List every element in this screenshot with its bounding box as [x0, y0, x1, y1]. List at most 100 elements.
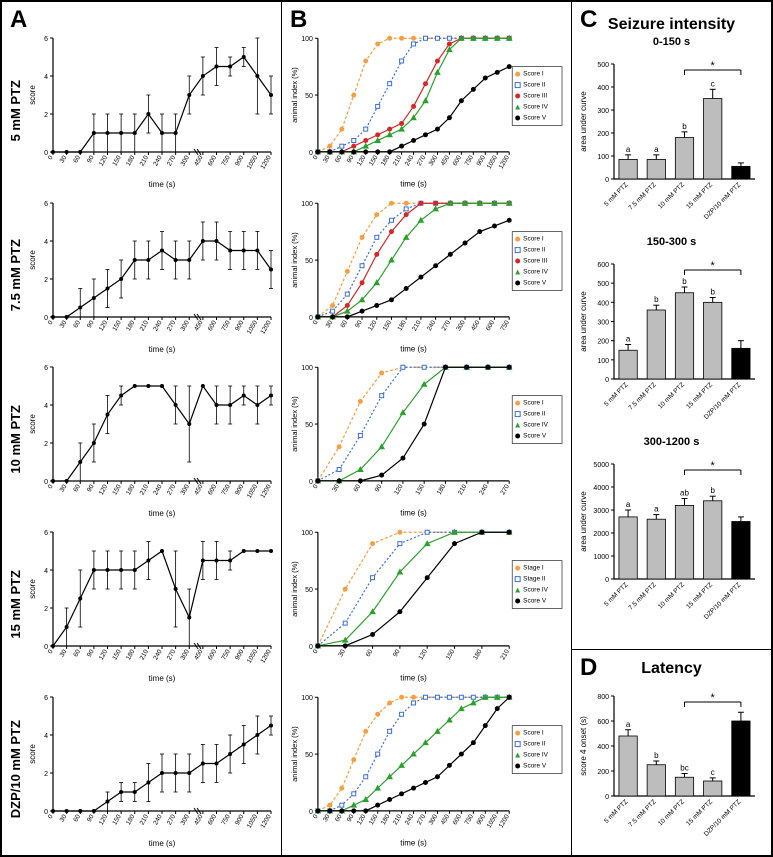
row-label: 15 mM PTZ: [8, 570, 23, 639]
svg-text:270: 270: [166, 813, 178, 826]
animal-index-chart: 050100animal index (%)030609012015018021…: [288, 195, 565, 355]
panel-c-label: C: [580, 6, 597, 34]
svg-text:100: 100: [597, 154, 609, 161]
svg-text:900: 900: [234, 813, 246, 826]
row-label: 5 mM PTZ: [8, 80, 23, 141]
svg-text:600: 600: [207, 813, 219, 826]
svg-text:0: 0: [47, 813, 55, 820]
svg-text:450: 450: [193, 319, 205, 332]
svg-text:900: 900: [234, 319, 246, 332]
svg-text:30: 30: [59, 484, 69, 494]
svg-text:*: *: [711, 260, 716, 272]
seizure-bar-chart: 300-1200 s010002000300040005000area unde…: [576, 436, 767, 628]
panel-d-label: D: [580, 654, 597, 682]
panel-b-row: 050100animal index (%)030609012015018021…: [288, 522, 565, 687]
svg-text:100: 100: [301, 366, 313, 373]
svg-text:15 mM PTZ: 15 mM PTZ: [685, 181, 714, 210]
svg-text:120: 120: [98, 813, 110, 826]
svg-text:1200: 1200: [498, 154, 511, 170]
svg-text:7.5 mM PTZ: 7.5 mM PTZ: [627, 181, 657, 211]
svg-text:0: 0: [47, 484, 55, 491]
svg-text:240: 240: [426, 319, 438, 332]
bar-chart: 0100200300400500600area under curvea5 mM…: [576, 248, 761, 423]
svg-text:180: 180: [125, 648, 137, 661]
svg-text:0: 0: [312, 813, 320, 820]
panel-a-row: 5 mM PTZ0246score03060901201501802102402…: [8, 28, 275, 193]
svg-text:100: 100: [301, 530, 313, 537]
panel-d: D Latency 0200400600800score 4 onset (s)…: [572, 650, 771, 855]
svg-text:Score V: Score V: [523, 598, 547, 605]
svg-text:time (s): time (s): [400, 180, 427, 189]
svg-text:60: 60: [365, 648, 375, 658]
score-line-chart: 0246score0306090120150180210240270300450…: [25, 30, 275, 190]
svg-text:200: 200: [597, 769, 609, 776]
svg-text:1050: 1050: [246, 154, 259, 170]
svg-text:30: 30: [59, 154, 69, 164]
svg-text:1050: 1050: [246, 319, 259, 335]
bar-chart-title: 150-300 s: [576, 236, 767, 248]
panel-a-row: 7.5 mM PTZ0246score030609012015018021024…: [8, 193, 275, 358]
svg-text:100: 100: [301, 695, 313, 702]
svg-text:5 mM PTZ: 5 mM PTZ: [603, 581, 629, 607]
score-line-chart: 0246score0306090120150180210240270300450…: [25, 524, 275, 684]
row-label: 10 mM PTZ: [8, 405, 23, 474]
svg-text:90: 90: [354, 319, 364, 329]
svg-text:2: 2: [44, 277, 48, 284]
svg-text:500: 500: [597, 62, 609, 69]
svg-text:90: 90: [374, 483, 384, 493]
svg-text:180: 180: [436, 483, 448, 496]
svg-text:time (s): time (s): [149, 674, 176, 683]
svg-text:time (s): time (s): [149, 839, 176, 848]
svg-text:c: c: [711, 768, 715, 777]
svg-text:600: 600: [597, 719, 609, 726]
svg-text:210: 210: [392, 154, 404, 167]
animal-index-chart: 050100animal index (%)030609012015018021…: [288, 689, 565, 849]
svg-text:150: 150: [111, 648, 123, 661]
svg-text:*: *: [711, 60, 716, 72]
svg-text:Score II: Score II: [523, 411, 545, 418]
svg-text:area under curve: area under curve: [579, 291, 588, 352]
svg-text:1200: 1200: [259, 154, 272, 170]
svg-text:500: 500: [597, 281, 609, 288]
panel-b: B 050100animal index (%)0306090120150180…: [282, 2, 572, 855]
svg-text:6: 6: [44, 365, 48, 372]
row-label: 7.5 mM PTZ: [8, 239, 23, 311]
latency-title: Latency: [576, 660, 767, 678]
svg-text:300: 300: [179, 484, 191, 497]
svg-text:90: 90: [86, 813, 96, 823]
svg-text:50: 50: [305, 258, 313, 265]
svg-text:Score V: Score V: [523, 279, 547, 286]
svg-text:150: 150: [414, 483, 426, 496]
svg-text:900: 900: [234, 484, 246, 497]
panel-cd: C Seizure intensity 0-150 s0100200300400…: [572, 2, 771, 855]
svg-text:90: 90: [346, 154, 356, 164]
svg-text:bc: bc: [680, 764, 688, 773]
svg-text:30: 30: [325, 319, 335, 329]
svg-text:90: 90: [86, 484, 96, 494]
svg-text:Score II: Score II: [523, 740, 545, 747]
svg-text:120: 120: [98, 484, 110, 497]
svg-text:10 mM PTZ: 10 mM PTZ: [657, 581, 686, 610]
latency-bar-chart: 0200400600800score 4 onset (s)a5 mM PTZb…: [576, 680, 761, 840]
svg-text:300: 300: [597, 108, 609, 115]
svg-text:c: c: [711, 79, 715, 88]
svg-text:time (s): time (s): [400, 838, 427, 847]
svg-text:120: 120: [356, 813, 368, 826]
svg-text:180: 180: [125, 813, 137, 826]
svg-text:15 mM PTZ: 15 mM PTZ: [685, 581, 714, 610]
svg-text:200: 200: [597, 339, 609, 346]
svg-text:270: 270: [416, 154, 428, 167]
svg-text:60: 60: [339, 319, 349, 329]
svg-text:0: 0: [605, 577, 609, 584]
svg-text:Score II: Score II: [523, 82, 545, 89]
svg-text:210: 210: [139, 484, 151, 497]
svg-text:score: score: [28, 414, 37, 434]
score-line-chart: 0246score0306090120150180210240270300450…: [25, 359, 275, 519]
bar-chart: 0100200300400500area under curvea5 mM PT…: [576, 48, 761, 223]
svg-text:210: 210: [139, 813, 151, 826]
score-line-chart: 0246score0306090120150180210240270300450…: [25, 195, 275, 355]
svg-text:450: 450: [193, 648, 205, 661]
figure: A 5 mM PTZ0246score030609012015018021024…: [0, 0, 773, 857]
svg-text:animal index (%): animal index (%): [290, 725, 299, 781]
svg-text:120: 120: [417, 648, 429, 661]
